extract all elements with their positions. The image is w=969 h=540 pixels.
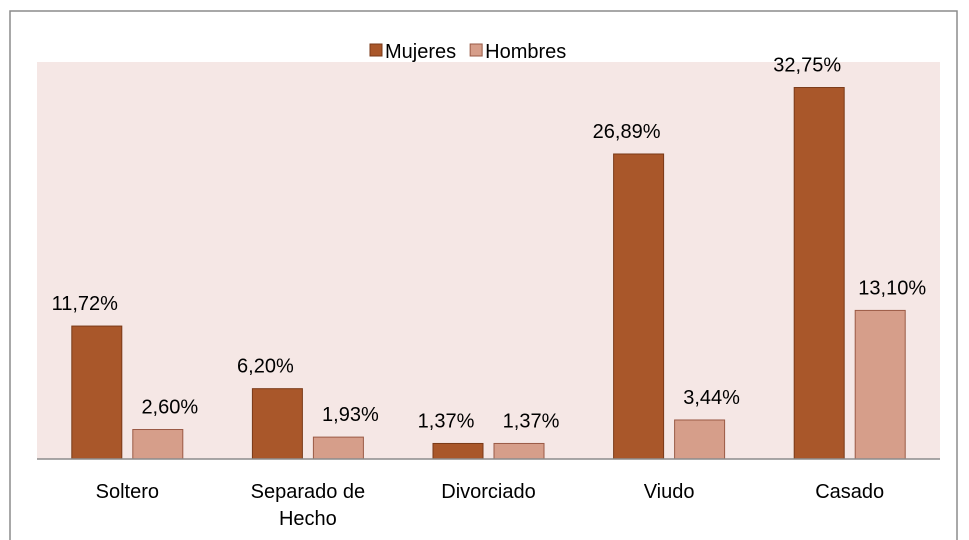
x-tick-label: Divorciado (441, 481, 536, 503)
bar (613, 153, 665, 460)
bar (312, 436, 364, 460)
bar (132, 429, 184, 460)
bar (854, 309, 906, 460)
bar (432, 442, 484, 460)
legend-swatch (369, 43, 383, 57)
x-tick-label: Casado (815, 481, 885, 503)
bar (674, 419, 726, 460)
data-label: 1,37% (418, 410, 475, 432)
plot-area (37, 62, 940, 459)
legend-label: Hombres (485, 41, 566, 63)
x-tick-label: Viudo (643, 481, 695, 503)
data-label: 13,10% (858, 277, 926, 299)
x-tick-label: Separado de Hecho (250, 481, 366, 530)
data-label: 3,44% (683, 387, 740, 409)
data-label: 32,75% (773, 55, 841, 77)
legend-label: Mujeres (385, 41, 456, 63)
data-label: 1,93% (322, 404, 379, 426)
chart-border (9, 10, 958, 540)
bar (71, 325, 123, 460)
data-label: 6,20% (237, 356, 294, 378)
bar (493, 442, 545, 460)
data-label: 1,37% (503, 410, 560, 432)
data-label: 2,60% (141, 397, 198, 419)
bar (793, 87, 845, 460)
legend-swatch (469, 43, 483, 57)
data-label: 26,89% (593, 121, 661, 143)
bar (251, 388, 303, 460)
x-tick-label: Soltero (95, 481, 159, 503)
data-label: 11,72% (52, 293, 119, 315)
